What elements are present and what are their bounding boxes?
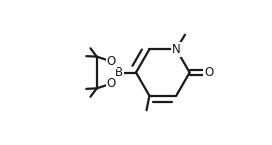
Text: N: N — [172, 43, 181, 56]
Text: O: O — [107, 77, 116, 90]
Text: O: O — [204, 66, 214, 79]
Text: B: B — [115, 66, 123, 79]
Text: O: O — [107, 55, 116, 68]
